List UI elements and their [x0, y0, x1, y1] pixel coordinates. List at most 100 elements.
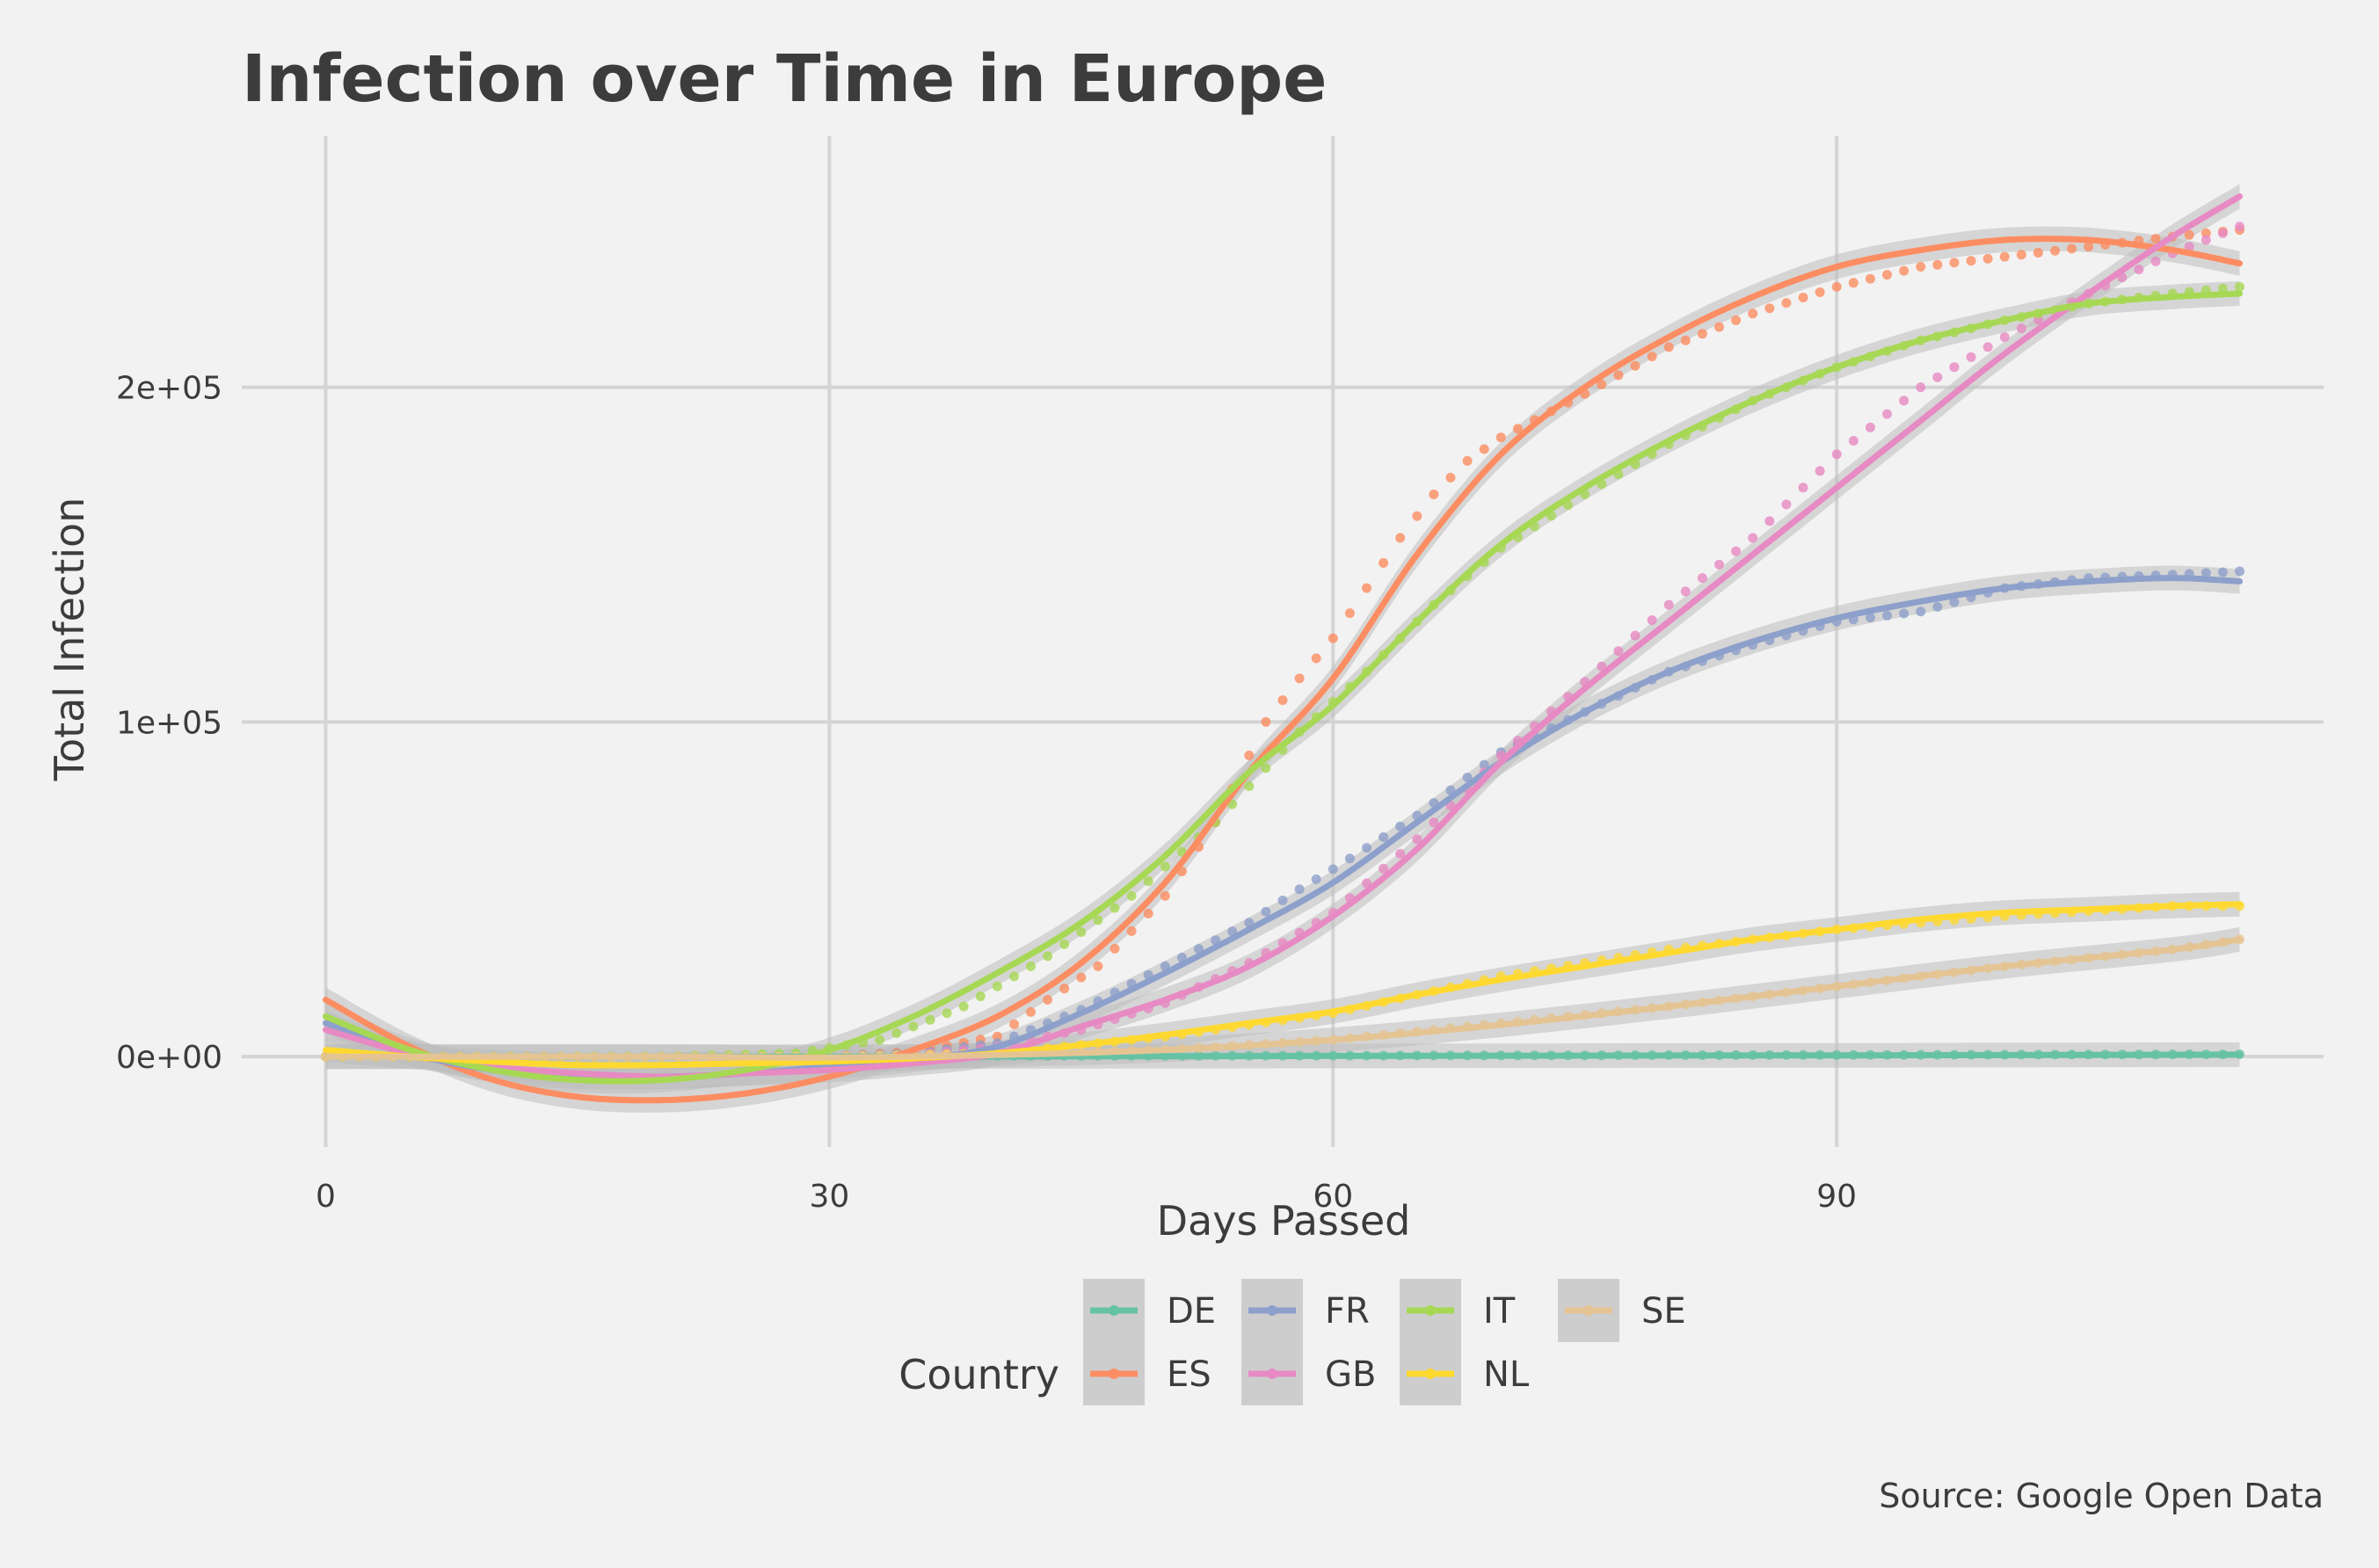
legend-label: SE: [1641, 1291, 1686, 1332]
data-point: [1093, 961, 1103, 971]
data-point: [1831, 281, 1842, 292]
data-point: [1311, 653, 1321, 664]
fit-lines: [323, 193, 2243, 1104]
data-point: [1966, 352, 1976, 362]
data-point: [1026, 1006, 1036, 1017]
data-point: [1982, 253, 1993, 264]
legend-key-point: [1267, 1305, 1277, 1316]
data-point: [1899, 265, 1910, 276]
legend-label: DE: [1167, 1291, 1216, 1332]
legend-label: GB: [1325, 1354, 1376, 1395]
data-point: [1899, 396, 1910, 406]
data-point: [925, 1014, 935, 1025]
data-point: [1429, 490, 1439, 499]
data-point: [1865, 613, 1875, 623]
data-point: [1630, 360, 1641, 371]
data-point: [908, 1021, 919, 1032]
legend-label: IT: [1483, 1291, 1516, 1332]
data-point: [1815, 466, 1825, 476]
data-point: [1362, 843, 1371, 853]
legend-label: ES: [1167, 1354, 1211, 1395]
y-tick-label: 2e+05: [116, 371, 222, 407]
data-point: [1294, 884, 1305, 895]
data-point: [1882, 409, 1892, 419]
data-point: [1697, 329, 1707, 339]
data-point: [2016, 250, 2026, 260]
x-tick-label: 90: [1816, 1179, 1857, 1215]
data-point: [1009, 1019, 1019, 1029]
data-point: [2201, 235, 2211, 245]
data-point: [1680, 586, 1691, 597]
data-point: [1932, 372, 1943, 382]
legend-label: NL: [1483, 1354, 1530, 1395]
data-point: [1882, 610, 1892, 621]
data-point: [2134, 265, 2144, 275]
fit-line-ES: [323, 236, 2243, 1104]
data-point: [2067, 243, 2077, 254]
data-point: [942, 1008, 952, 1019]
legend-key-point: [1109, 1368, 1119, 1379]
data-point: [1143, 876, 1153, 887]
data-point: [1026, 961, 1036, 971]
legend-item-NL: NL: [1400, 1342, 1530, 1405]
data-point: [1160, 861, 1170, 872]
data-point: [1663, 342, 1674, 352]
data-point: [2217, 228, 2228, 238]
data-point: [1462, 773, 1473, 783]
data-point: [1462, 455, 1473, 466]
fit-line-IT: [323, 290, 2243, 1085]
data-point: [1781, 298, 1792, 309]
data-point: [1261, 906, 1271, 917]
data-point: [2184, 229, 2194, 240]
data-point: [1865, 422, 1875, 432]
points-GB: [321, 221, 2244, 1062]
data-point: [1647, 352, 1657, 362]
data-point: [1966, 256, 1976, 266]
data-point: [2201, 228, 2211, 238]
data-point: [1831, 449, 1842, 460]
data-point: [2016, 323, 2026, 334]
data-point: [1916, 606, 1926, 617]
legend-title: Country: [898, 1351, 1059, 1398]
data-point: [1076, 927, 1087, 937]
data-point: [958, 1001, 969, 1012]
data-point: [1160, 890, 1170, 901]
data-point: [1949, 362, 1960, 373]
data-point: [1999, 332, 2010, 342]
data-point: [1848, 278, 1859, 288]
data-point: [1731, 315, 1742, 325]
fit-line-SE: [323, 936, 2243, 1061]
data-point: [1680, 335, 1691, 345]
data-point: [1597, 380, 1607, 389]
data-point: [1093, 915, 1103, 926]
data-point: [1697, 573, 1707, 584]
legend-label: FR: [1325, 1291, 1370, 1332]
data-point: [2201, 568, 2211, 578]
data-point: [1344, 853, 1355, 864]
data-point: [1043, 995, 1053, 1005]
y-tick-label: 1e+05: [116, 705, 222, 741]
data-point: [1982, 342, 1993, 352]
data-point: [1261, 763, 1271, 773]
data-point: [875, 1034, 885, 1045]
data-point: [1597, 661, 1607, 671]
data-point: [1395, 848, 1406, 859]
data-point: [992, 981, 1002, 991]
data-point: [1328, 864, 1338, 875]
data-point: [1764, 516, 1775, 526]
source-caption: Source: Google Open Data: [1879, 1477, 2324, 1515]
data-point: [1714, 322, 1724, 332]
data-point: [1798, 483, 1808, 493]
data-point: [1109, 903, 1120, 913]
data-point: [1126, 890, 1137, 901]
data-points: [321, 221, 2244, 1062]
data-point: [1379, 558, 1389, 568]
data-point: [891, 1028, 902, 1038]
data-point: [2217, 283, 2228, 294]
legend-key-point: [1109, 1305, 1119, 1316]
data-point: [1479, 444, 1489, 454]
data-point: [1244, 751, 1255, 760]
data-point: [2184, 242, 2194, 252]
legend-item-FR: FR: [1241, 1279, 1370, 1342]
